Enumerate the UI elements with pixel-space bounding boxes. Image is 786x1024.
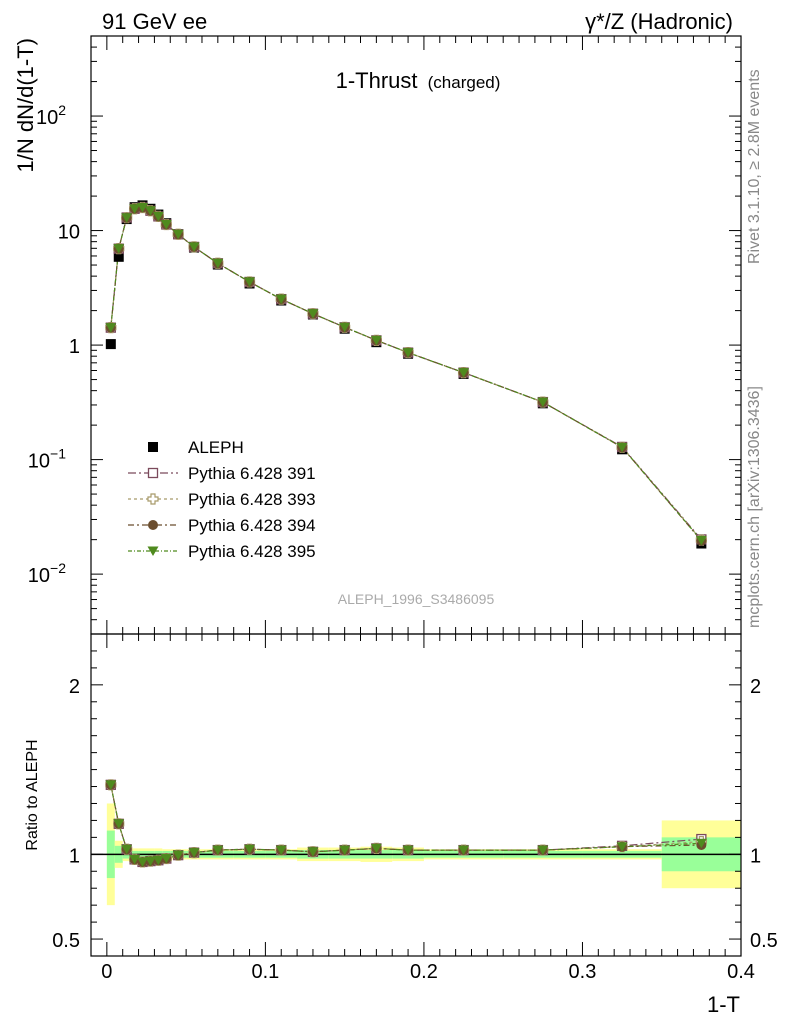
legend-marker-0	[148, 442, 158, 452]
data-point-series-4	[212, 258, 224, 269]
data-point-series-4	[275, 294, 287, 305]
legend-label-3: Pythia 6.428 394	[188, 516, 316, 535]
header-left: 91 GeV ee	[102, 9, 207, 34]
data-point-series-4	[307, 309, 319, 319]
rivet-version-label: Rivet 3.1.10, ≥ 2.8M events	[746, 69, 763, 264]
main-title-text: 1-Thrust	[336, 68, 418, 93]
data-point-series-4	[370, 335, 382, 346]
data-point-series-4	[695, 535, 707, 546]
ratio-point-series-4	[537, 845, 549, 856]
ratio-plot-frame	[90, 633, 742, 957]
data-point-series-4	[616, 442, 628, 453]
y-tick-label-ratio: 0.5	[52, 930, 80, 952]
main-title-suffix: (charged)	[428, 73, 501, 92]
ratio-point-series-4	[212, 845, 224, 856]
ratio-point-series-4	[307, 847, 319, 857]
x-tick-label: 0.1	[251, 961, 279, 983]
data-point-series-4	[137, 203, 149, 213]
data-point-series-4	[121, 213, 133, 223]
ratio-point-series-4	[129, 854, 141, 865]
data-point-series-4	[144, 206, 156, 216]
ratio-point-series-4	[121, 844, 133, 855]
ratio-point-series-4	[370, 843, 382, 854]
data-point-series-0	[113, 251, 124, 262]
legend-marker-3	[148, 520, 158, 530]
data-point-series-4	[129, 204, 141, 214]
legend-label-0: ALEPH	[188, 438, 244, 457]
y-tick-label-ratio-right: 1	[750, 845, 761, 867]
y-tick-label-main: 102	[36, 102, 66, 129]
y-tick-label-main: 1	[69, 336, 80, 358]
ratio-point-series-4	[402, 845, 414, 856]
legend-marker-2	[147, 493, 159, 505]
ratio-point-series-4	[137, 857, 149, 867]
x-tick-label: 0	[101, 961, 112, 983]
data-point-series-4	[160, 219, 172, 230]
ratio-point-series-4	[339, 845, 351, 856]
legend-marker-1	[147, 467, 159, 479]
x-axis-label: 1-T	[707, 992, 740, 1017]
data-point-series-4	[188, 242, 200, 252]
legend-label-4: Pythia 6.428 395	[188, 542, 316, 561]
ratio-point-series-4	[113, 819, 125, 829]
data-point-series-4	[537, 397, 549, 408]
x-tick-label: 0.4	[727, 961, 755, 983]
series-line-2	[110, 206, 702, 541]
ratio-point-series-4	[244, 844, 256, 855]
data-point-series-4	[402, 348, 414, 358]
ratio-point-series-4	[616, 842, 628, 852]
y-tick-label-ratio: 1	[69, 845, 80, 867]
x-tick-label: 0.3	[569, 961, 597, 983]
ratio-point-series-4	[458, 845, 470, 856]
y-axis-label-main: 1/N dN/d(1-T)	[13, 38, 38, 172]
header-right: γ*/Z (Hadronic)	[585, 9, 733, 34]
data-point-series-4	[113, 244, 125, 254]
y-tick-label-ratio-right: 0.5	[750, 930, 778, 952]
mcplots-credit-label: mcplots.cern.ch [arXiv:1306.3436]	[746, 386, 763, 628]
y-tick-label-ratio-right: 2	[750, 676, 761, 698]
ratio-point-series-4	[152, 855, 164, 866]
data-point-series-4	[105, 323, 117, 333]
ratio-point-series-4	[275, 845, 287, 856]
y-tick-label-main: 10−1	[28, 446, 66, 473]
data-point-series-4	[152, 211, 164, 222]
y-tick-label-main: 10−2	[28, 560, 66, 587]
data-point-series-4	[458, 368, 470, 378]
watermark: ALEPH_1996_S3486095	[338, 591, 495, 607]
legend-marker-4	[147, 546, 159, 556]
main-title: 1-Thrust (charged)	[336, 68, 501, 93]
ratio-point-series-4	[188, 848, 200, 858]
ratio-point-series-4	[144, 856, 156, 867]
ratio-point-series-4	[105, 780, 117, 790]
data-point-series-4	[339, 322, 351, 333]
legend-label-2: Pythia 6.428 393	[188, 490, 316, 509]
y-tick-label-main: 10	[58, 222, 80, 244]
ratio-point-series-4	[160, 854, 172, 864]
main-plot: 102 10 1 10−1 10−2 ALEPH Pythia 6.428 391 Pythi…	[28, 35, 742, 635]
ratio-point-series-4	[695, 838, 707, 849]
data-point-series-4	[172, 229, 184, 240]
legend-label-1: Pythia 6.428 391	[188, 464, 316, 483]
y-axis-label-ratio: Ratio to ALEPH	[24, 739, 41, 850]
ratio-point-series-4	[172, 850, 184, 861]
data-point-series-0	[105, 339, 116, 350]
ratio-plot: 0.5 0.5 1 1 2 2 0 0.1 0.2 0.3 0.4	[52, 633, 778, 983]
x-tick-label: 0.2	[410, 961, 438, 983]
y-tick-label-ratio: 2	[69, 676, 80, 698]
data-point-series-4	[244, 277, 256, 287]
